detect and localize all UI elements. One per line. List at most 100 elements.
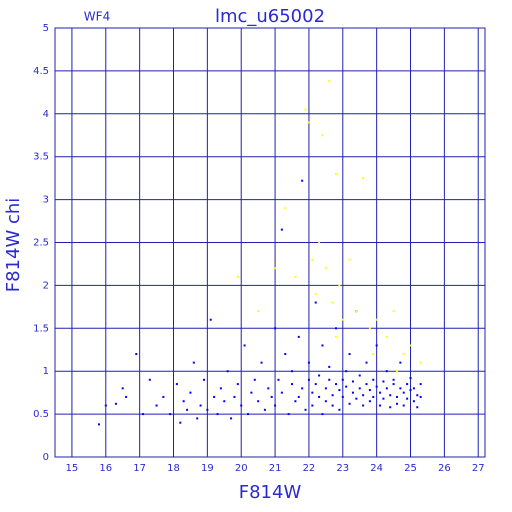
point [257,400,260,403]
point [358,387,361,390]
point [402,353,405,356]
point [311,258,314,261]
point [311,404,314,407]
point [321,134,324,137]
point [335,172,338,175]
x-tick-label: 17 [133,463,146,474]
point [335,335,338,338]
point [419,383,422,386]
x-tick-label: 22 [303,463,316,474]
x-tick-label: 24 [370,463,383,474]
point [351,391,354,394]
point [355,397,358,400]
point [186,408,189,411]
point [406,397,409,400]
point [196,417,199,420]
point [318,395,321,398]
point [419,361,422,364]
point [223,400,226,403]
point [226,370,229,373]
point [304,108,307,111]
point [192,361,195,364]
point [277,378,280,381]
point [125,395,128,398]
x-tick-label: 15 [66,463,79,474]
point [307,121,310,124]
point [399,387,402,390]
point [169,413,172,416]
point [314,383,317,386]
point [348,258,351,261]
point [314,292,317,295]
point [335,383,338,386]
point [301,179,304,182]
point [294,275,297,278]
point [209,318,212,321]
y-tick-label: 4.5 [33,66,49,77]
point [338,408,341,411]
point [284,353,287,356]
point [114,402,117,405]
point [395,402,398,405]
point [409,377,412,380]
point [324,400,327,403]
point [412,400,415,403]
point [382,397,385,400]
point [243,344,246,347]
point [253,378,256,381]
point [328,80,331,83]
point [179,421,182,424]
chart-title: lmc_u65002 [215,6,325,27]
y-tick-label: 0 [43,452,49,463]
point [368,389,371,392]
x-tick-label: 26 [438,463,451,474]
y-tick-label: 1 [43,366,49,377]
point [345,385,348,388]
point [328,365,331,368]
point [142,413,145,416]
point [250,391,253,394]
y-tick-label: 0.5 [33,409,49,420]
point [419,395,422,398]
point [297,335,300,338]
point [372,378,375,381]
point [385,335,388,338]
point [331,301,334,304]
y-tick-label: 1.5 [33,323,49,334]
point [395,370,398,373]
chart-subtitle: WF4 [84,10,110,24]
point [304,408,307,411]
point [362,177,365,180]
point [335,327,338,330]
point [307,378,310,381]
point [199,404,202,407]
point [314,301,317,304]
point [375,385,378,388]
point [307,361,310,364]
point [280,228,283,231]
x-tick-label: 23 [336,463,349,474]
point [375,318,378,321]
point [409,344,412,347]
point [104,404,107,407]
point [379,404,382,407]
y-tick-label: 3.5 [33,152,49,163]
point [219,387,222,390]
point [368,400,371,403]
point [362,394,365,397]
point [345,370,348,373]
point [230,417,233,420]
point [331,394,334,397]
point [135,353,138,356]
point [372,395,375,398]
point [328,378,331,381]
point [389,406,392,409]
point [351,380,354,383]
point [301,387,304,390]
x-tick-label: 21 [269,463,282,474]
point [155,404,158,407]
point [324,267,327,270]
point [321,413,324,416]
x-tick-label: 20 [235,463,248,474]
